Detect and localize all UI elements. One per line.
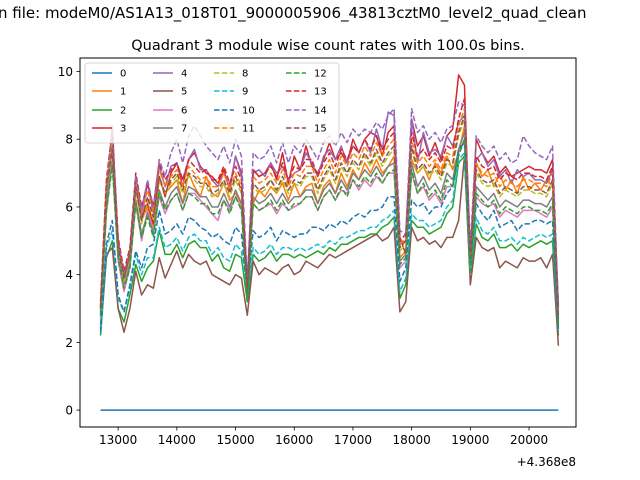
legend-label-5: 5 bbox=[181, 87, 187, 98]
series-line-13 bbox=[99, 97, 560, 309]
series-line-8 bbox=[99, 118, 560, 316]
x-tick-label: 20000 bbox=[510, 433, 548, 447]
legend-label-3: 3 bbox=[120, 124, 126, 135]
x-tick-label: 19000 bbox=[451, 433, 489, 447]
y-tick-label: 4 bbox=[65, 268, 73, 282]
series-line-12 bbox=[99, 138, 560, 326]
legend-label-10: 10 bbox=[242, 106, 255, 117]
y-tick-label: 8 bbox=[65, 133, 73, 147]
x-tick-label: 13000 bbox=[99, 433, 137, 447]
y-tick-label: 6 bbox=[65, 200, 73, 214]
legend-label-12: 12 bbox=[314, 69, 327, 80]
legend-label-11: 11 bbox=[242, 124, 255, 135]
series-line-1 bbox=[99, 124, 560, 312]
x-tick-label: 16000 bbox=[275, 433, 313, 447]
legend-label-2: 2 bbox=[120, 106, 126, 117]
chart-title: Quadrant 3 module wise count rates with … bbox=[131, 38, 525, 54]
legend-label-8: 8 bbox=[242, 69, 248, 80]
legend-label-7: 7 bbox=[181, 124, 187, 135]
plot-frame bbox=[79, 57, 577, 428]
series-line-2 bbox=[99, 155, 560, 336]
series-line-5 bbox=[99, 155, 560, 346]
x-axis: 13000 14000 15000 16000 17000 18000 19000 20000 bbox=[99, 427, 548, 447]
series-lines bbox=[99, 74, 560, 411]
legend-label-6: 6 bbox=[181, 106, 187, 117]
y-tick-label: 0 bbox=[65, 404, 73, 418]
legend-label-1: 1 bbox=[120, 87, 126, 98]
x-tick-label: 14000 bbox=[158, 433, 196, 447]
series-line-15 bbox=[99, 114, 560, 316]
y-tick-label: 10 bbox=[58, 65, 73, 79]
x-tick-label: 15000 bbox=[216, 433, 254, 447]
figure-suptitle: n file: modeM0/AS1A13_018T01_9000005906_… bbox=[0, 4, 587, 23]
legend-label-13: 13 bbox=[314, 87, 327, 98]
legend-label-15: 15 bbox=[314, 124, 327, 135]
legend-label-0: 0 bbox=[120, 69, 126, 80]
series-line-7 bbox=[99, 131, 560, 323]
x-offset-label: +4.368e8 bbox=[517, 455, 576, 469]
x-tick-label: 17000 bbox=[334, 433, 372, 447]
series-line-9 bbox=[99, 152, 560, 333]
legend-label-4: 4 bbox=[181, 69, 187, 80]
series-line-10 bbox=[99, 141, 560, 333]
y-axis: 0 2 4 6 8 10 bbox=[58, 65, 80, 418]
x-tick-label: 18000 bbox=[393, 433, 431, 447]
y-tick-label: 2 bbox=[65, 336, 73, 350]
legend-label-9: 9 bbox=[242, 87, 248, 98]
series-line-11 bbox=[99, 108, 560, 312]
legend-box bbox=[84, 62, 340, 144]
legend-label-14: 14 bbox=[314, 106, 327, 117]
